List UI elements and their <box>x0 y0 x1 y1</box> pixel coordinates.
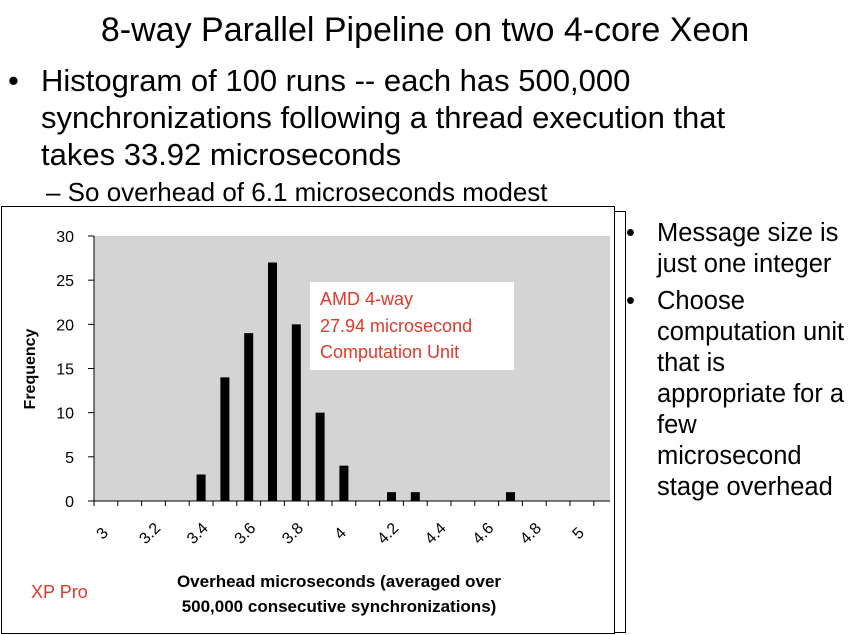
footnote-xp-pro: XP Pro <box>31 582 88 602</box>
histogram-bar <box>387 492 396 501</box>
histogram-bar <box>506 492 515 501</box>
histogram-chart: 0 5 10 15 20 25 30 3 3.2 3.4 3.6 3.8 4 4.2 4.4 4.6 4.8 5… <box>22 229 610 616</box>
right-bullet-text: Choose computation unit that is appropri… <box>657 287 845 501</box>
annotation-line-2: 27.94 microsecond <box>320 316 472 336</box>
annotation-line-3: Computation Unit <box>320 342 459 362</box>
x-tick-label: 4.4 <box>422 520 450 548</box>
histogram-bar <box>220 377 230 501</box>
sub-bullet: – So overhead of 6.1 microseconds modest <box>46 177 548 207</box>
y-tick-label: 30 <box>56 229 74 246</box>
right-bullet-list: • Message size is just one integer • Cho… <box>626 218 848 509</box>
x-axis-label-line-1: Overhead microseconds (averaged over <box>177 572 501 591</box>
x-tick-label: 4.6 <box>470 520 498 548</box>
main-bullet-text: Histogram of 100 runs -- each has 500,00… <box>41 63 726 172</box>
x-tick-label: 3.2 <box>136 520 164 548</box>
histogram-bar <box>268 262 277 501</box>
x-tick-label: 4.2 <box>374 520 402 548</box>
annotation-line-1: AMD 4-way <box>320 289 413 309</box>
y-tick-label: 15 <box>56 362 74 379</box>
histogram-bar <box>196 474 206 501</box>
x-tick-label: 3.8 <box>279 520 307 548</box>
x-tick-label: 3.6 <box>232 520 260 548</box>
y-axis-label: Frequency <box>22 328 39 409</box>
bullet-dot: • <box>626 219 635 247</box>
bullet-dot: • <box>626 287 635 315</box>
histogram-bar <box>339 465 349 501</box>
x-tick-label: 5 <box>570 525 588 543</box>
y-tick-label: 20 <box>56 317 74 334</box>
y-tick-label: 10 <box>56 406 74 423</box>
x-axis-label-line-2: 500,000 consecutive synchronizations) <box>182 597 497 616</box>
slide-title: 8-way Parallel Pipeline on two 4-core Xe… <box>100 11 750 49</box>
y-tick-label: 5 <box>65 450 74 467</box>
chart-frame: 0 5 10 15 20 25 30 3 3.2 3.4 3.6 3.8 4 4.2 4.4 4.6 4.8 5… <box>1 206 615 634</box>
histogram-bar <box>291 324 301 501</box>
y-tick-label: 25 <box>56 273 74 290</box>
x-tick-label: 4 <box>332 525 350 543</box>
histogram-bar <box>315 412 325 501</box>
y-tick-label: 0 <box>65 494 74 511</box>
right-bullet-item: • Message size is just one integer <box>626 218 848 280</box>
right-bullet-text: Message size is just one integer <box>657 219 839 278</box>
x-tick-label: 4.8 <box>517 520 545 548</box>
histogram-bar <box>410 492 420 501</box>
annotation-box <box>310 282 514 370</box>
x-tick-label: 3 <box>94 525 112 543</box>
right-bullet-item: • Choose computation unit that is approp… <box>626 286 848 503</box>
bullet-dot: • <box>8 63 19 98</box>
histogram-bar <box>244 333 254 501</box>
x-tick-label: 3.4 <box>184 520 212 548</box>
